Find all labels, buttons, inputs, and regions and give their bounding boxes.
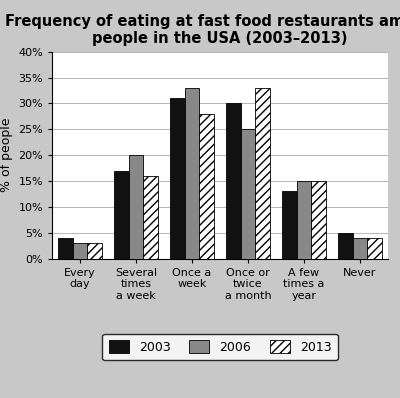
Title: Frequency of eating at fast food restaurants among
people in the USA (2003–2013): Frequency of eating at fast food restaur…	[5, 14, 400, 47]
Bar	[114, 171, 129, 259]
Bar	[311, 181, 326, 259]
Bar	[170, 98, 185, 259]
Bar	[226, 103, 241, 259]
Y-axis label: % of people: % of people	[0, 118, 13, 193]
Bar	[58, 238, 73, 259]
Bar	[73, 243, 87, 259]
Bar	[255, 88, 270, 259]
Bar	[367, 238, 382, 259]
Bar	[297, 181, 311, 259]
Bar	[185, 88, 199, 259]
Bar	[338, 233, 353, 259]
Bar	[241, 129, 255, 259]
Bar	[199, 114, 214, 259]
Legend: 2003, 2006, 2013: 2003, 2006, 2013	[102, 334, 338, 360]
Bar	[353, 238, 367, 259]
Bar	[87, 243, 102, 259]
Bar	[143, 176, 158, 259]
Bar	[129, 155, 143, 259]
Bar	[282, 191, 297, 259]
